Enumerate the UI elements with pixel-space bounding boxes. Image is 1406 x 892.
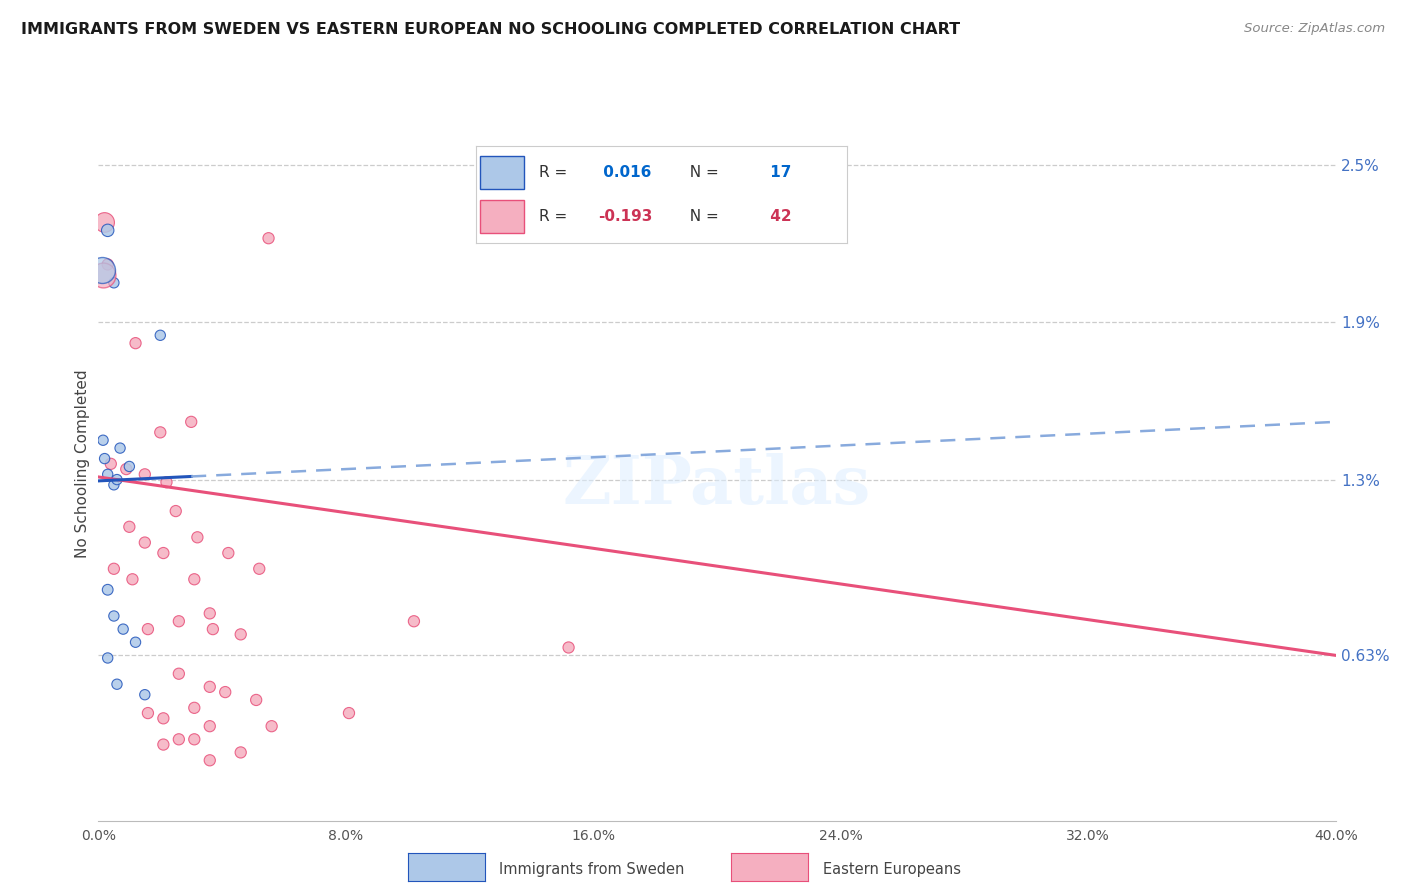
Point	[167, 732, 190, 747]
Point	[337, 706, 360, 720]
Point	[118, 459, 141, 474]
Point	[118, 520, 141, 534]
Point	[90, 262, 112, 277]
Point	[115, 462, 138, 476]
Point	[103, 478, 125, 492]
Point	[152, 711, 174, 725]
Point	[91, 434, 114, 448]
Point	[201, 622, 224, 636]
Point	[229, 746, 252, 760]
Point	[402, 614, 425, 628]
Text: Immigrants from Sweden: Immigrants from Sweden	[499, 863, 685, 877]
Point	[124, 336, 146, 351]
Point	[97, 467, 120, 482]
Point	[100, 457, 122, 471]
Point	[105, 473, 128, 487]
Point	[103, 609, 125, 624]
Point	[198, 719, 221, 733]
Point	[105, 677, 128, 691]
Point	[134, 467, 156, 482]
Point	[136, 706, 159, 720]
Point	[229, 627, 252, 641]
Point	[257, 231, 280, 245]
Point	[217, 546, 239, 560]
Point	[121, 572, 143, 586]
Text: Eastern Europeans: Eastern Europeans	[823, 863, 960, 877]
Point	[198, 607, 221, 621]
Y-axis label: No Schooling Completed: No Schooling Completed	[75, 369, 90, 558]
Point	[97, 257, 120, 271]
Point	[93, 451, 115, 466]
Point	[165, 504, 187, 518]
Point	[214, 685, 236, 699]
Point	[108, 441, 131, 455]
Point	[155, 475, 177, 490]
Point	[134, 688, 156, 702]
Point	[180, 415, 202, 429]
Point	[136, 622, 159, 636]
Point	[557, 640, 579, 655]
Point	[183, 572, 205, 586]
Point	[103, 276, 125, 290]
Point	[152, 738, 174, 752]
Point	[183, 701, 205, 715]
Point	[97, 651, 120, 665]
Text: Source: ZipAtlas.com: Source: ZipAtlas.com	[1244, 22, 1385, 36]
Point	[183, 732, 205, 747]
Point	[93, 215, 115, 229]
Point	[260, 719, 283, 733]
Point	[112, 622, 135, 636]
Point	[149, 425, 172, 440]
Text: ZIPatlas: ZIPatlas	[562, 453, 872, 517]
Point	[198, 753, 221, 767]
Point	[91, 268, 114, 282]
Text: IMMIGRANTS FROM SWEDEN VS EASTERN EUROPEAN NO SCHOOLING COMPLETED CORRELATION CH: IMMIGRANTS FROM SWEDEN VS EASTERN EUROPE…	[21, 22, 960, 37]
Point	[167, 614, 190, 628]
Point	[186, 530, 208, 544]
Point	[167, 666, 190, 681]
Point	[124, 635, 146, 649]
Point	[198, 680, 221, 694]
Point	[97, 223, 120, 237]
Point	[245, 693, 267, 707]
Point	[103, 562, 125, 576]
Point	[97, 582, 120, 597]
Point	[247, 562, 270, 576]
Point	[149, 328, 172, 343]
Point	[152, 546, 174, 560]
Point	[134, 535, 156, 549]
